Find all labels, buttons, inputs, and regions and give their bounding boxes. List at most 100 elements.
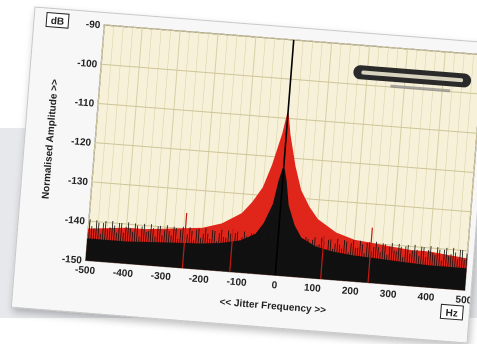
noise-line [357,240,362,282]
chart-card: -90 -100 -110 -120 -130 -140 -150 -500 -400 -300… [10,6,477,344]
noise-line [211,230,216,271]
noise-line [293,240,298,277]
noise-line [450,247,455,290]
y-tick-label: -110 [74,97,95,110]
noise-line [234,231,239,273]
x-tick-label: -300 [150,270,171,283]
noise-line [288,236,293,277]
x-tick-labels: -500 -400 -300 -200 -100 0 100 200 300 400 500 [75,265,473,307]
noise-line [220,236,225,271]
noise-line [359,244,364,282]
noise-line [191,239,195,269]
noise-line [350,240,355,282]
x-tick-label: 500 [455,294,473,306]
noise-line [457,249,461,290]
noise-line [420,247,425,287]
noise-line [307,249,311,278]
noise-line [461,259,465,290]
noise-line [459,249,464,290]
noise-line [329,248,333,280]
noise-line [168,235,172,267]
spike-0 [274,39,295,276]
x-tick-label: 200 [341,286,359,298]
noise-line [197,237,202,270]
noise-line [266,236,270,275]
noise-line [104,229,109,262]
noise-line [366,242,371,283]
noise-line [386,246,391,285]
noise-line [202,228,207,270]
noise-line [343,241,348,281]
noise-line [454,259,458,290]
noise-line [368,251,372,283]
noise-line [227,233,232,272]
noise-line [370,247,375,283]
x-tick-label: 0 [271,280,278,291]
noise-line [352,247,356,282]
y-tick-label: -120 [71,136,92,149]
noise-line [127,228,132,264]
noise-line [418,246,423,287]
noise-line [141,223,146,265]
noise-line [300,245,304,278]
noise-line [377,252,381,284]
noise-line [195,228,200,270]
noise-line [250,233,255,274]
noise-line [122,226,127,264]
noise-line [345,252,349,281]
noise-line [284,246,288,276]
y-unit-label: dB [50,16,64,28]
noise-line [147,224,152,266]
noise-line [429,252,434,288]
noise-line [309,239,314,278]
noise-line [88,226,93,261]
noise-line [400,256,404,286]
x-tick-label: -400 [112,267,133,280]
noise-line [375,247,379,284]
noise-line [136,236,140,265]
y-tick-label: -150 [61,254,82,267]
noise-line [297,242,302,278]
noise-line [393,251,397,285]
noise-line [232,233,236,272]
x-unit-box: Hz [439,303,464,321]
noise-line [86,219,91,261]
y-tick-label: -140 [64,215,85,228]
noise-line [93,220,98,261]
noise-line [291,246,295,277]
noise-line [438,260,442,289]
x-tick-label: 300 [379,288,397,300]
noise-line [179,226,184,268]
noise-line [372,241,377,283]
noise-line [177,229,182,268]
noise-line [311,237,316,279]
noise-line [138,226,143,265]
y-unit-box: dB [45,11,70,29]
y-tick-label: -130 [68,176,89,189]
noise-line [91,228,95,261]
noise-line [432,254,436,288]
noise-line [207,238,211,270]
noise-line [436,249,441,288]
noise-line [363,243,368,283]
noise-line [341,240,346,281]
noise-line [145,230,150,266]
noise-line [209,229,214,271]
noise-line [295,235,300,277]
spike-2 [367,227,373,283]
noise-line [397,246,402,285]
noise-line [318,237,323,279]
x-tick-label: -200 [188,273,209,286]
noise-line [120,232,124,264]
noise-line [268,247,272,275]
x-unit-label: Hz [445,308,458,320]
noise-line [186,227,191,269]
noise-line [245,242,249,273]
noise-line [395,243,400,285]
noise-line [447,254,452,289]
x-tick-label: 400 [417,291,435,303]
noise-line [334,238,339,280]
noise-line [282,238,286,276]
noise-line [257,232,262,274]
data-areas [85,110,468,291]
